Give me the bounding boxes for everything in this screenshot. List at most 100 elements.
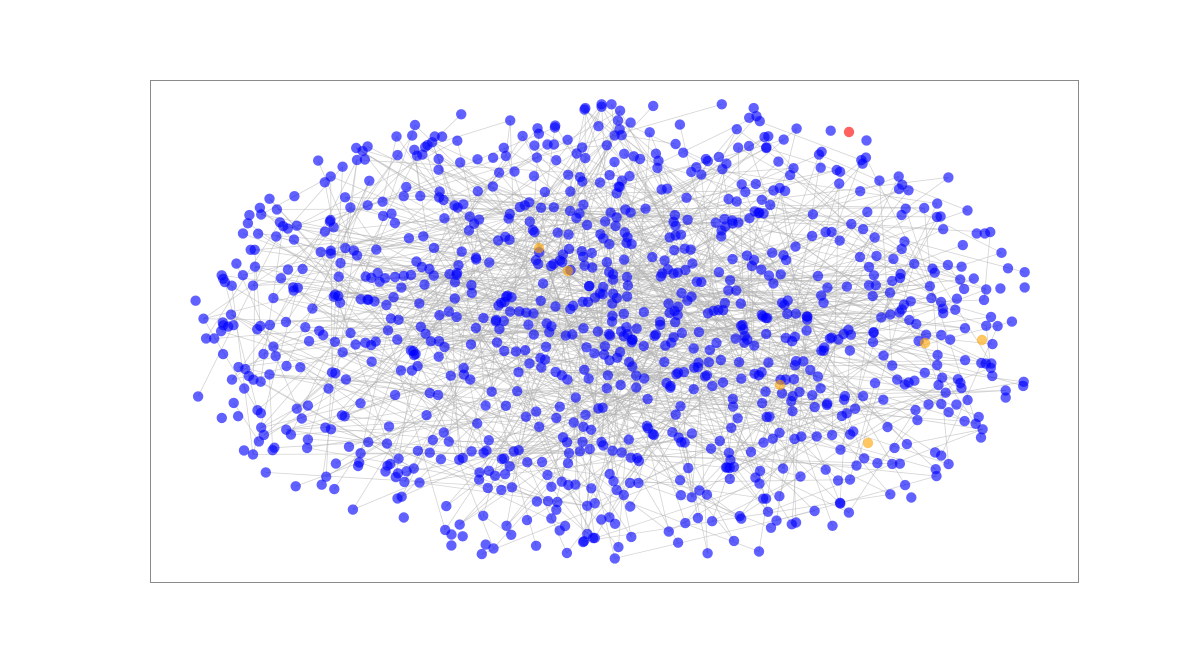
graph-edge	[269, 198, 389, 331]
graph-node	[366, 356, 377, 367]
graph-node	[776, 297, 788, 308]
graph-node	[618, 308, 630, 319]
graph-node	[478, 312, 489, 324]
graph-edge	[352, 319, 808, 510]
graph-node	[1019, 267, 1030, 278]
graph-node	[563, 447, 575, 459]
graph-node	[355, 398, 366, 409]
graph-edge	[197, 325, 234, 397]
graph-node	[971, 228, 982, 239]
graph-node	[806, 230, 818, 242]
graph-node	[711, 337, 722, 349]
graph-edge	[506, 183, 840, 527]
graph-node	[295, 362, 306, 373]
graph-node	[435, 454, 447, 465]
graph-edge	[491, 321, 497, 392]
graph-node	[726, 422, 737, 433]
graph-node	[672, 309, 683, 321]
graph-node	[319, 177, 330, 188]
graph-node	[542, 495, 554, 507]
graph-node	[795, 471, 806, 482]
graph-edge	[692, 263, 785, 306]
graph-node	[302, 400, 314, 411]
graph-node-highlighted	[976, 334, 988, 346]
graph-node	[578, 323, 589, 334]
graph-edge	[439, 314, 557, 419]
graph-node	[541, 318, 552, 329]
graph-node	[464, 211, 475, 222]
graph-node	[478, 447, 489, 458]
graph-node	[455, 157, 466, 168]
graph-node	[844, 474, 856, 485]
graph-edge	[403, 190, 774, 197]
graph-node	[748, 254, 760, 266]
graph-node	[668, 268, 679, 279]
graph-node	[906, 492, 917, 503]
graph-edge	[505, 405, 629, 440]
graph-node	[896, 304, 907, 315]
graph-node	[790, 241, 801, 252]
graph-edge	[795, 246, 987, 290]
graph-node	[740, 186, 751, 198]
graph-node	[693, 326, 705, 338]
graph-node	[943, 172, 954, 183]
graph-edge	[532, 133, 540, 231]
graph-edge	[330, 176, 864, 397]
graph-node	[857, 390, 869, 402]
graph-edge	[711, 372, 763, 522]
graph-node	[399, 476, 410, 488]
graph-node	[987, 370, 998, 382]
graph-node	[458, 362, 469, 374]
graph-node	[688, 343, 699, 354]
graph-node	[243, 370, 254, 382]
graph-node	[676, 437, 687, 448]
graph-node	[959, 415, 970, 427]
graph-node	[846, 218, 857, 230]
graph-edge	[342, 351, 772, 529]
graph-node	[232, 411, 244, 422]
graph-node	[733, 357, 745, 368]
graph-node	[973, 411, 984, 423]
graph-edge	[443, 157, 538, 201]
graph-node	[727, 401, 739, 412]
graph-node	[491, 314, 502, 326]
graph-node	[620, 204, 631, 215]
graph-edge	[203, 318, 258, 411]
graph-node	[270, 350, 281, 362]
graph-node	[499, 469, 511, 480]
graph-node	[778, 134, 789, 145]
graph-node	[439, 213, 450, 224]
graph-node-highlighted	[562, 265, 574, 277]
graph-node	[589, 532, 600, 544]
graph-node	[466, 446, 477, 457]
graph-node	[357, 145, 368, 157]
graph-node	[816, 290, 827, 301]
graph-node	[708, 305, 719, 316]
graph-node	[701, 370, 713, 381]
graph-edge	[691, 292, 891, 297]
graph-node	[506, 482, 518, 493]
graph-node	[796, 431, 807, 442]
graph-node	[571, 212, 582, 224]
graph-node	[281, 424, 292, 435]
graph-node	[432, 389, 444, 401]
graph-node	[745, 446, 757, 458]
graph-node	[561, 437, 573, 448]
graph-node	[527, 224, 539, 236]
graph-node	[408, 463, 419, 474]
graph-edge	[621, 134, 781, 275]
graph-node	[622, 280, 634, 291]
graph-node	[843, 507, 855, 518]
graph-node	[505, 115, 516, 126]
graph-node	[774, 491, 785, 502]
graph-node	[798, 356, 809, 367]
graph-node	[488, 543, 499, 554]
graph-node	[225, 309, 237, 320]
graph-node	[335, 257, 346, 269]
graph-node	[329, 483, 340, 495]
graph-node	[845, 329, 857, 340]
graph-node	[909, 258, 920, 269]
graph-edge	[338, 159, 358, 277]
graph-edge	[601, 106, 657, 155]
graph-node	[659, 356, 670, 368]
